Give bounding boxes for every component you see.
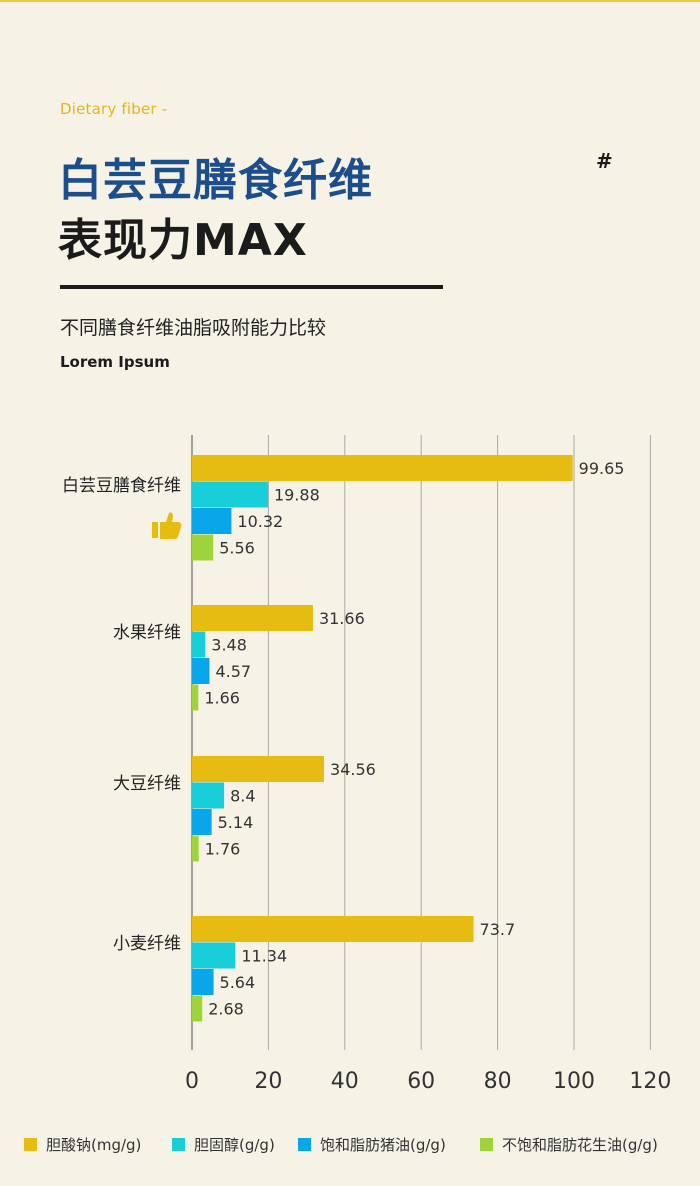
bar [192,942,236,969]
x-tick-label: 0 [185,1069,199,1094]
data-label: 99.65 [579,459,625,478]
data-label: 1.66 [204,689,240,708]
bar [192,684,199,711]
bar [192,995,203,1022]
x-tick-label: 120 [629,1069,671,1094]
legend-label: 胆酸钠(mg/g) [46,1136,142,1154]
legend-label: 胆固醇(g/g) [194,1136,275,1154]
category-label: 白芸豆膳食纤维 [62,476,181,496]
page-title-line2: 表现力MAX [58,215,308,266]
data-label: 1.76 [205,840,241,859]
bar [192,809,212,835]
data-label: 5.56 [219,539,255,558]
chart-subtitle: 不同膳食纤维油脂吸附能力比较 [60,317,327,339]
data-label: 4.57 [215,662,251,681]
category-label: 水果纤维 [113,623,181,643]
data-label: 2.68 [208,1000,244,1019]
thumbs-up-icon [152,512,182,539]
legend-item: 不饱和脂肪花生油(g/g) [480,1134,658,1155]
data-label: 31.66 [319,609,365,628]
data-label: 34.56 [330,760,376,779]
bar [192,756,325,782]
x-tick-label: 20 [254,1069,282,1094]
category-label: 大豆纤维 [113,774,181,794]
legend-item: 胆酸钠(mg/g) [24,1134,141,1155]
data-label: 11.34 [241,947,287,966]
x-tick-label: 60 [407,1069,435,1094]
legend-item: 饱和脂肪猪油(g/g) [298,1134,446,1155]
data-label: 73.7 [480,920,516,939]
bar [192,508,232,534]
x-tick-label: 80 [484,1069,512,1094]
data-label: 5.64 [220,973,256,992]
bar [192,455,573,481]
bar [192,916,474,942]
legend-swatch [24,1138,37,1151]
chart-legend: 胆酸钠(mg/g) 胆固醇(g/g) 饱和脂肪猪油(g/g) 不饱和脂肪花生油(g/g… [0,1134,700,1158]
legend-item: 胆固醇(g/g) [172,1134,275,1155]
category-label: 小麦纤维 [113,934,181,954]
hash-mark: # [596,149,613,173]
legend-swatch [172,1138,185,1151]
bar [192,631,206,658]
bar [192,782,225,809]
bar [192,605,313,631]
x-tick-label: 40 [331,1069,359,1094]
legend-swatch [298,1138,311,1151]
bar [192,969,214,995]
bar [192,534,214,561]
bar [192,481,268,508]
legend-swatch [480,1138,493,1151]
bar [192,658,210,684]
data-label: 8.4 [230,787,255,806]
data-label: 3.48 [211,636,247,655]
legend-label: 不饱和脂肪花生油(g/g) [502,1136,658,1154]
data-label: 19.88 [274,486,320,505]
page-title-line1: 白芸豆膳食纤维 [58,155,373,206]
bar-chart: 0 20 40 60 80 100 120 99.65 19.88 10.32 5.56 白芸豆膳食纤… [62,435,671,1094]
data-label: 5.14 [218,813,254,832]
title-divider [60,285,443,289]
top-accent-line [0,0,700,2]
data-label: 10.32 [237,512,283,531]
legend-label: 饱和脂肪猪油(g/g) [320,1136,446,1154]
tagline: Lorem Ipsum [60,353,170,371]
x-tick-label: 100 [553,1069,595,1094]
bar [192,835,199,862]
eyebrow-text: Dietary fiber - [60,100,168,118]
